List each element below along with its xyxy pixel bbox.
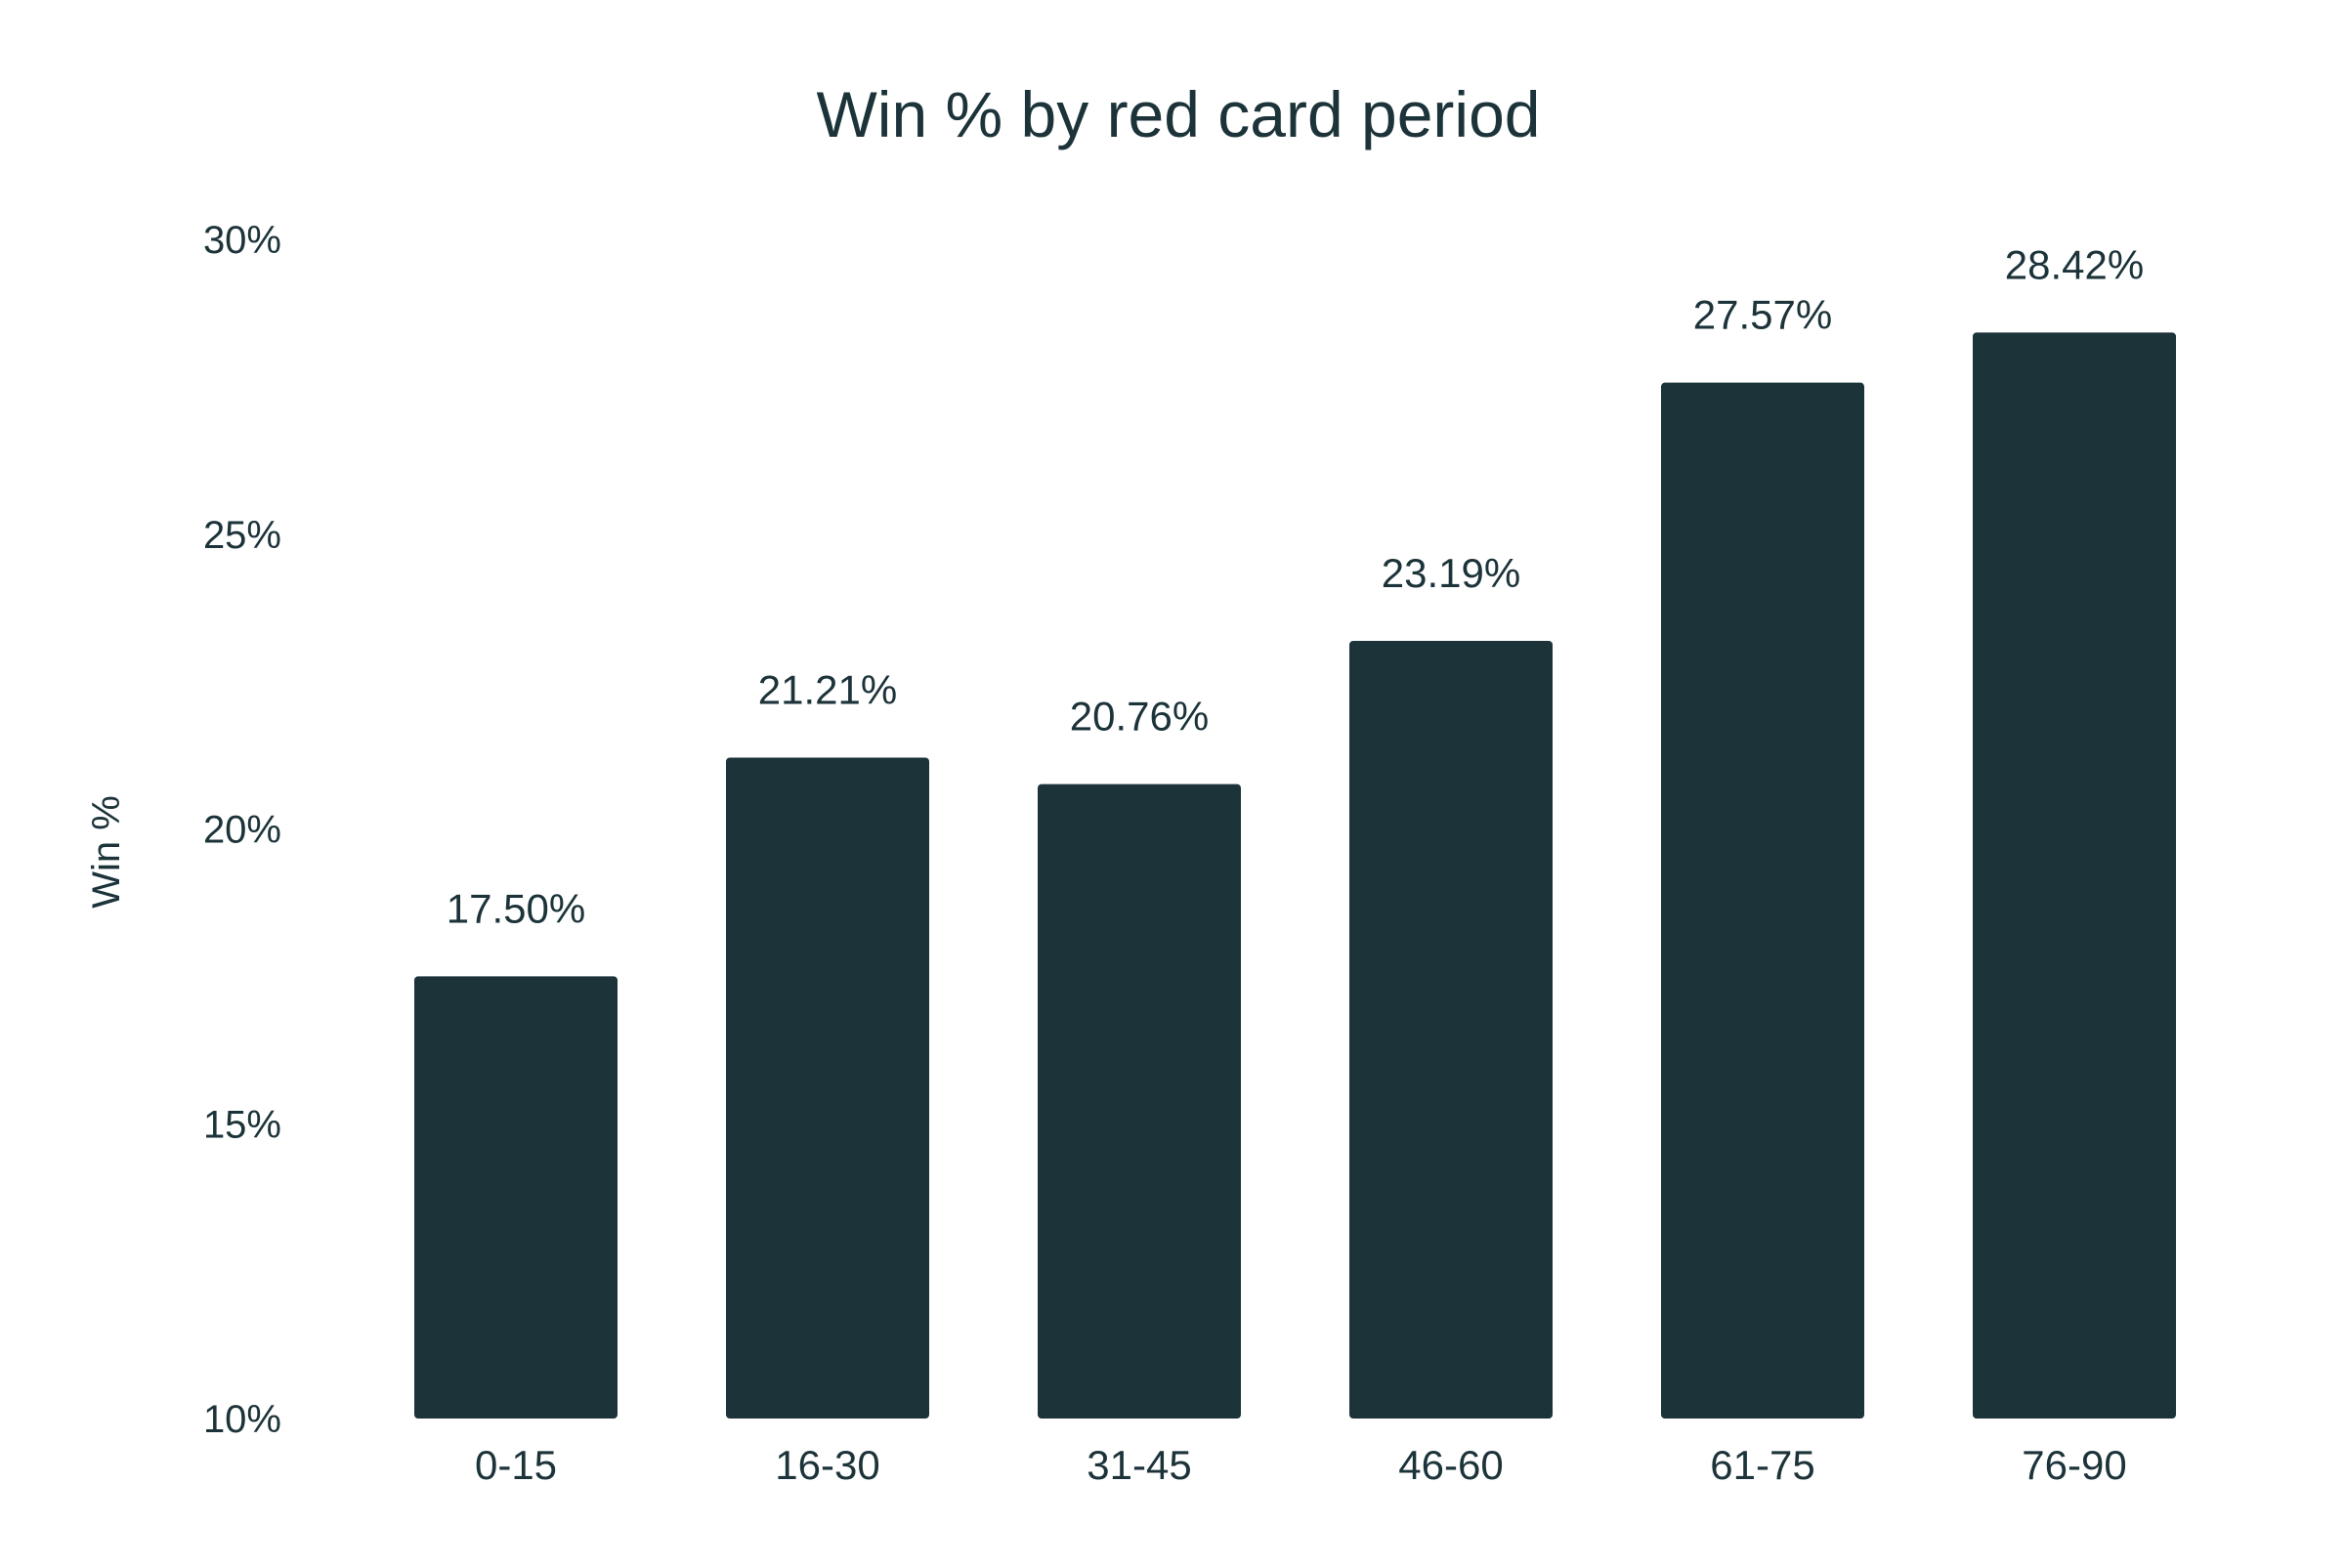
x-tick-label: 31-45	[1087, 1442, 1191, 1488]
value-label: 28.42%	[2005, 241, 2144, 287]
y-axis-ticks: 10% 15% 20% 25% 30%	[203, 219, 281, 1441]
x-tick-label: 0-15	[475, 1442, 557, 1488]
bar-16-30	[726, 757, 929, 1419]
x-tick-label: 61-75	[1710, 1442, 1814, 1488]
y-axis-label: Win %	[85, 795, 128, 909]
value-label: 20.76%	[1070, 694, 1209, 740]
y-tick-label: 15%	[203, 1103, 281, 1146]
value-labels-group: 17.50% 21.21% 20.76% 23.19% 27.57% 28.42%	[447, 241, 2144, 931]
y-tick-label: 10%	[203, 1398, 281, 1441]
value-label: 21.21%	[758, 666, 897, 712]
chart-title: Win % by red card period	[817, 78, 1541, 150]
bar-61-75	[1661, 382, 1864, 1419]
y-tick-label: 25%	[203, 514, 281, 557]
value-label: 17.50%	[447, 885, 585, 931]
value-label: 23.19%	[1382, 550, 1520, 596]
bar-46-60	[1349, 640, 1553, 1419]
value-label: 27.57%	[1693, 292, 1832, 338]
x-tick-label: 16-30	[775, 1442, 879, 1488]
bars-group	[414, 332, 2176, 1419]
x-tick-label: 46-60	[1398, 1442, 1503, 1488]
x-axis-ticks: 0-15 16-30 31-45 46-60 61-75 76-90	[475, 1442, 2127, 1488]
bar-76-90	[1973, 332, 2176, 1419]
bar-0-15	[414, 976, 618, 1419]
bar-31-45	[1038, 784, 1241, 1419]
y-tick-label: 20%	[203, 809, 281, 852]
x-tick-label: 76-90	[2022, 1442, 2126, 1488]
y-tick-label: 30%	[203, 219, 281, 262]
